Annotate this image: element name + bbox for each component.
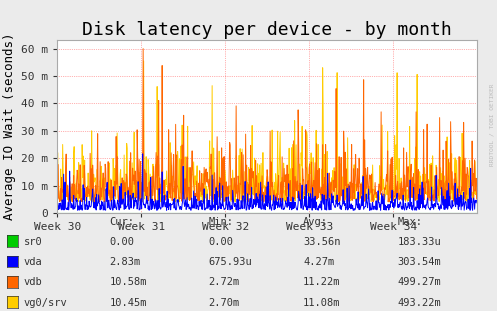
Line: vdb: vdb	[57, 49, 477, 202]
Text: 493.22m: 493.22m	[398, 298, 441, 308]
vda	[54, 206, 60, 210]
Y-axis label: Average IO Wait (seconds): Average IO Wait (seconds)	[2, 33, 15, 220]
vda	[291, 196, 297, 200]
Text: Avg:: Avg:	[303, 217, 328, 227]
vda	[367, 208, 373, 212]
vda	[234, 197, 240, 201]
vg0/srv	[264, 174, 270, 178]
vg0/srv	[465, 200, 471, 204]
sr0	[474, 211, 480, 215]
Text: Cur:: Cur:	[109, 217, 134, 227]
vdb	[234, 190, 240, 194]
Line: vg0/srv: vg0/srv	[57, 61, 477, 202]
Text: RRDTOOL / TOBI OETIKER: RRDTOOL / TOBI OETIKER	[490, 83, 495, 166]
Line: vda: vda	[57, 154, 477, 210]
Text: 2.70m: 2.70m	[209, 298, 240, 308]
vg0/srv	[234, 192, 240, 196]
vg0/srv	[291, 164, 297, 168]
vda	[289, 208, 295, 212]
vg0/srv	[54, 193, 60, 196]
Text: 0.00: 0.00	[209, 237, 234, 247]
vdb	[291, 139, 297, 143]
sr0	[263, 211, 269, 215]
Text: 11.22m: 11.22m	[303, 277, 340, 287]
vdb	[337, 198, 343, 202]
vdb	[54, 177, 60, 181]
vdb	[140, 47, 146, 50]
sr0	[290, 211, 296, 215]
vdb	[161, 178, 167, 182]
Text: 0.00: 0.00	[109, 237, 134, 247]
vda	[161, 193, 167, 197]
Text: 33.56n: 33.56n	[303, 237, 340, 247]
vg0/srv	[337, 192, 343, 196]
Text: Max:: Max:	[398, 217, 422, 227]
Text: vda: vda	[24, 257, 43, 267]
sr0	[54, 211, 60, 215]
Text: 10.58m: 10.58m	[109, 277, 147, 287]
Text: 303.54m: 303.54m	[398, 257, 441, 267]
Text: vg0/srv: vg0/srv	[24, 298, 68, 308]
sr0	[288, 211, 294, 215]
Text: sr0: sr0	[24, 237, 43, 247]
Title: Disk latency per device - by month: Disk latency per device - by month	[83, 21, 452, 39]
vg0/srv	[161, 180, 167, 183]
Text: 499.27m: 499.27m	[398, 277, 441, 287]
Text: 10.45m: 10.45m	[109, 298, 147, 308]
vda	[474, 198, 480, 202]
Text: 183.33u: 183.33u	[398, 237, 441, 247]
Text: 11.08m: 11.08m	[303, 298, 340, 308]
Text: 2.83m: 2.83m	[109, 257, 141, 267]
vg0/srv	[141, 59, 147, 63]
vdb	[341, 200, 347, 204]
vg0/srv	[289, 146, 295, 150]
Text: 675.93u: 675.93u	[209, 257, 252, 267]
Text: Min:: Min:	[209, 217, 234, 227]
vdb	[474, 197, 480, 201]
vdb	[264, 168, 270, 172]
sr0	[336, 211, 342, 215]
sr0	[234, 211, 240, 215]
sr0	[161, 211, 166, 215]
Text: vdb: vdb	[24, 277, 43, 287]
Text: 4.27m: 4.27m	[303, 257, 334, 267]
vda	[337, 207, 343, 210]
vg0/srv	[474, 184, 480, 188]
Text: 2.72m: 2.72m	[209, 277, 240, 287]
vda	[264, 185, 270, 189]
vdb	[289, 196, 295, 199]
vda	[140, 152, 146, 156]
